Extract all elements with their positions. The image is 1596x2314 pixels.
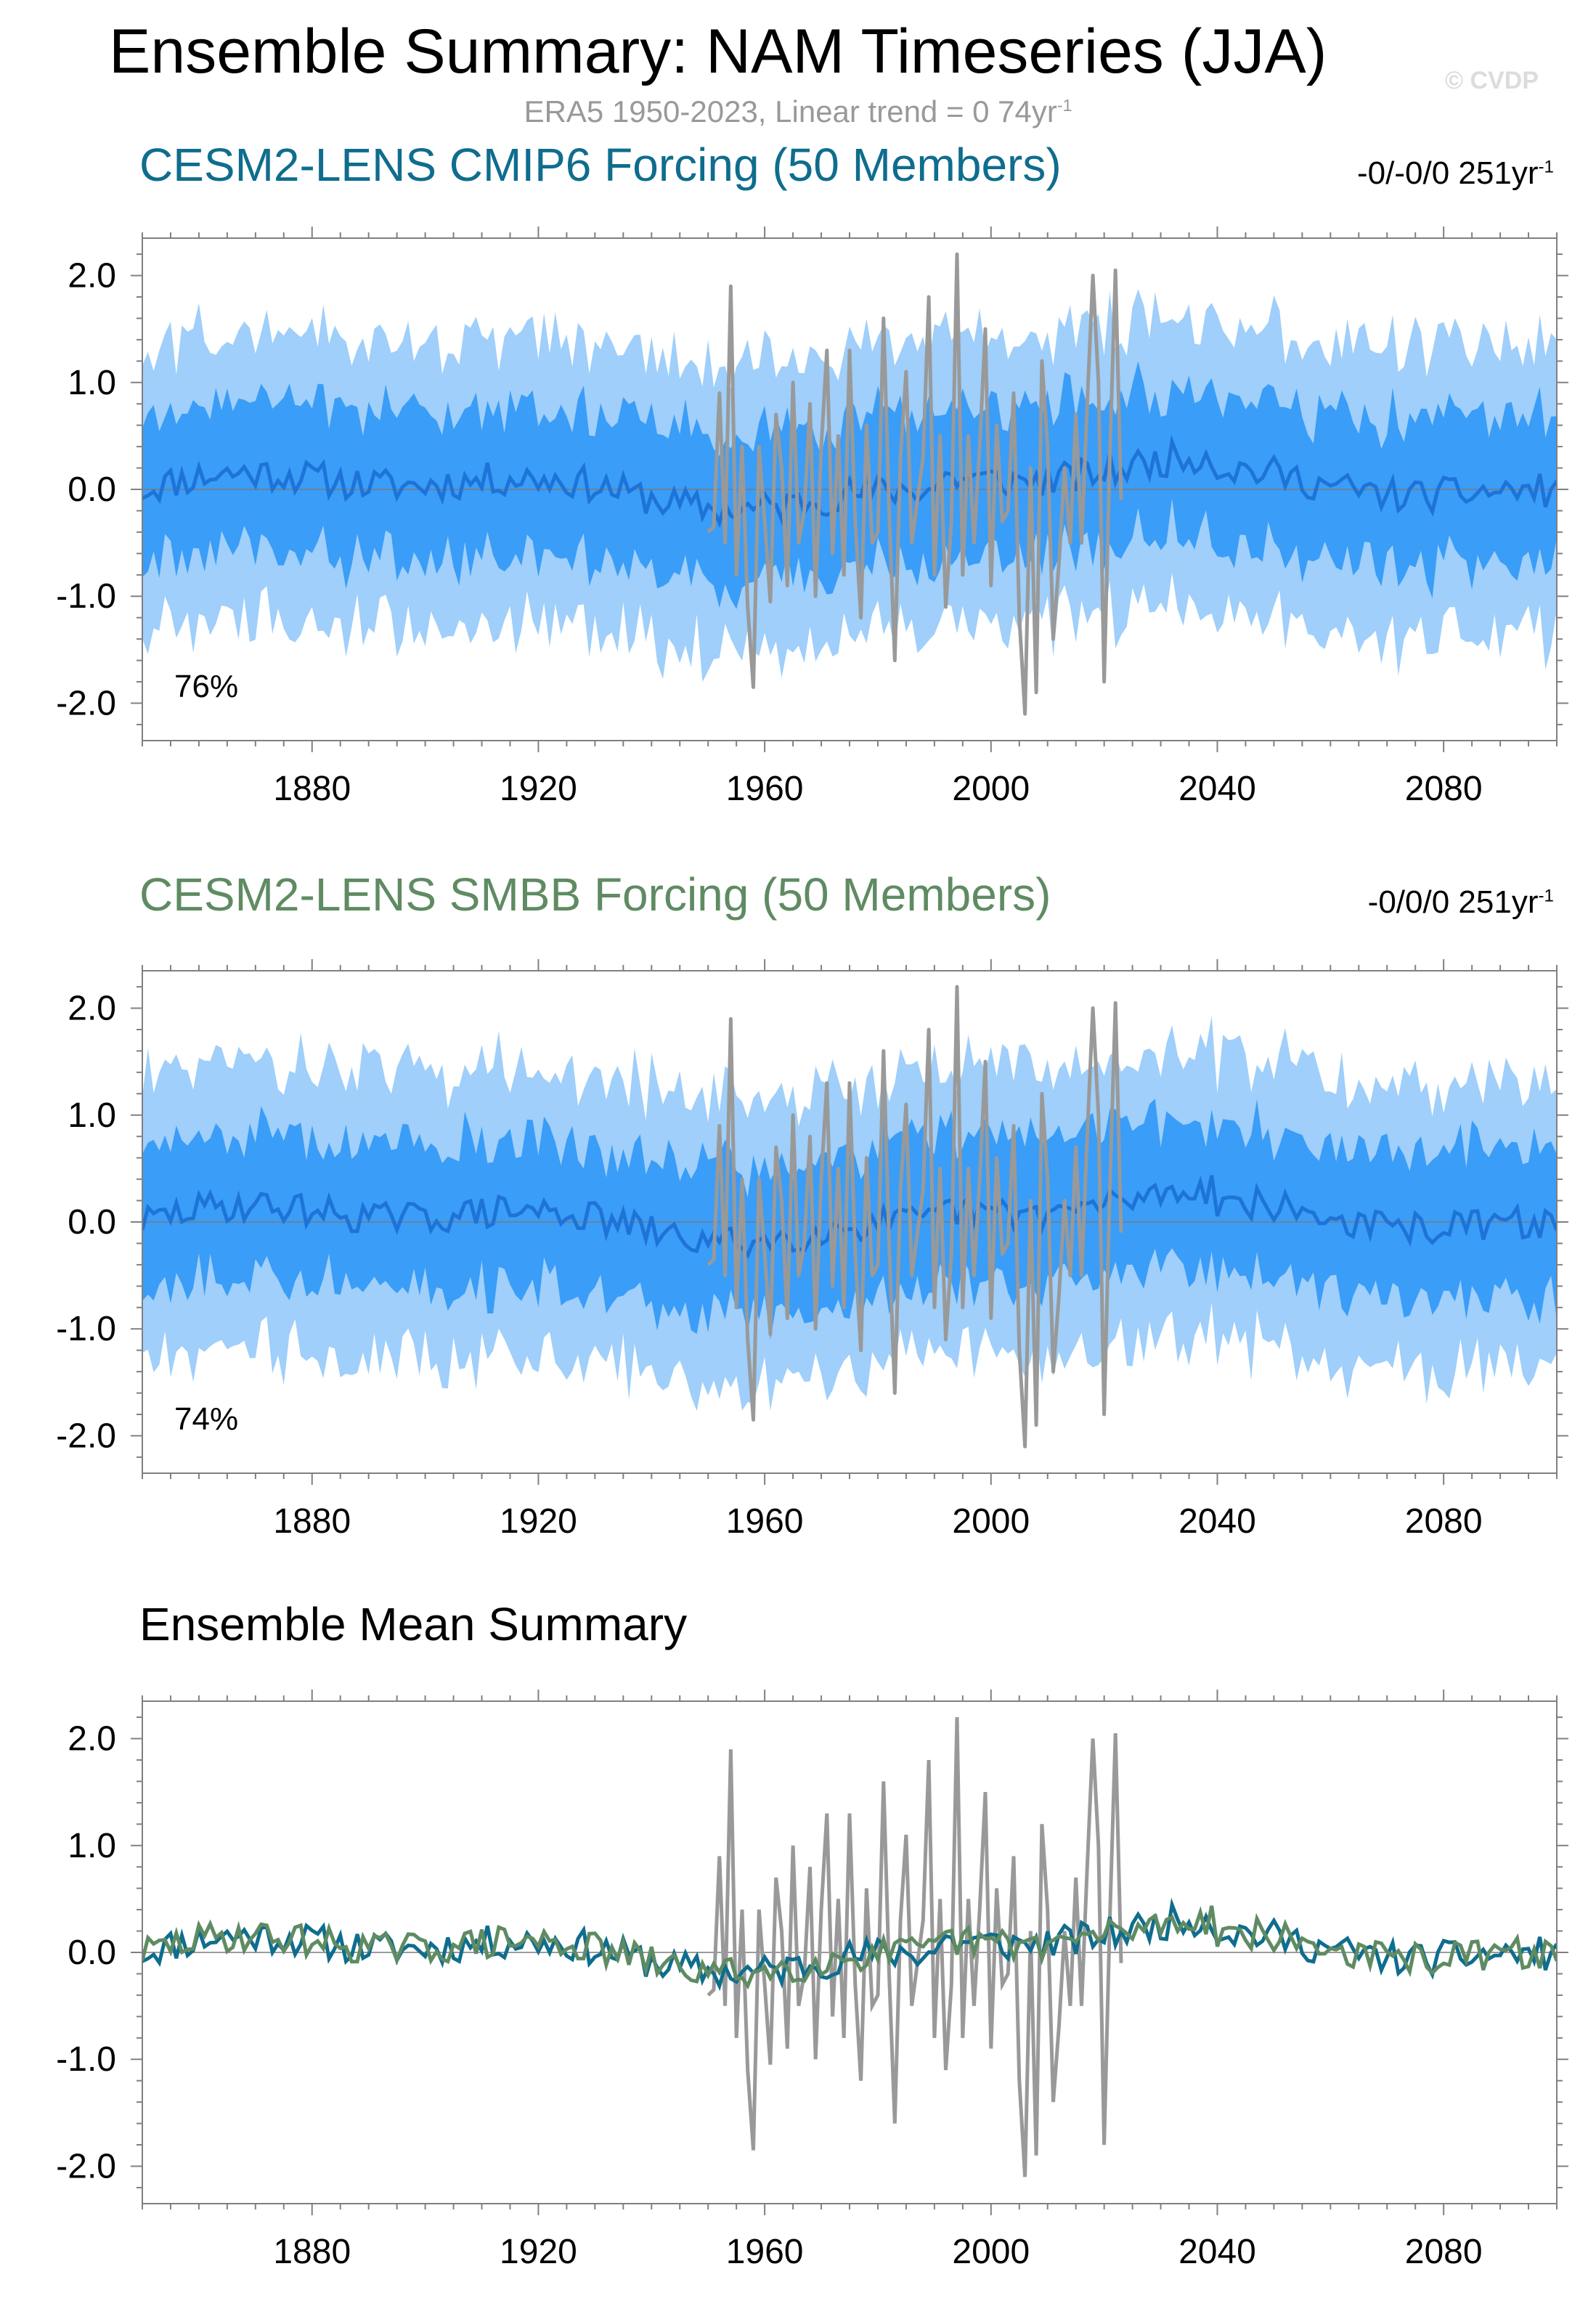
observed-line [707,252,1123,716]
ensemble-mean-line [142,434,1557,529]
watermark: © CVDP [1445,67,1539,94]
x-tick-label: 1880 [273,770,351,808]
x-tick-label: 2080 [1405,2233,1483,2271]
page-title: Ensemble Summary: NAM Timeseries (JJA) [109,17,1327,86]
percent-label: 74% [174,1401,238,1437]
panel2-plot-area [142,985,1557,1449]
panel1-plot-area [142,252,1557,716]
smbb-mean-line [142,1905,1557,1990]
x-tick-label: 2080 [1405,770,1483,808]
panel1-title: CESM2-LENS CMIP6 Forcing (50 Members) [139,139,1062,191]
observations-subtitle-sup: -1 [1056,96,1072,115]
y-tick-label: -1.0 [56,577,116,616]
x-tick-label: 1960 [726,1502,804,1541]
panel2-title: CESM2-LENS SMBB Forcing (50 Members) [139,868,1051,921]
panel1-trend-text: -0/-0/0 251yr [1357,155,1539,191]
x-tick-label: 1920 [500,770,577,808]
x-tick-label: 2080 [1405,1502,1483,1541]
x-tick-label: 2000 [952,770,1030,808]
x-tick-label: 2040 [1178,770,1256,808]
y-tick-label: 2.0 [68,990,116,1028]
x-tick-label: 1960 [726,2233,804,2271]
y-tick-label: 0.0 [68,1203,116,1242]
y-tick-label: 2.0 [68,257,116,296]
y-tick-label: 2.0 [68,1720,116,1759]
panel2-trend: -0/0/0 251yr-1 [1368,884,1554,921]
x-tick-label: 2040 [1178,1502,1256,1541]
panel2-plot: 74% 1880 1920 1960 2000 2040 2080 2.0 1.0 0.0 -1.0… [56,959,1568,1541]
panel3-plot: 1880 1920 1960 2000 2040 2080 2.0 1.0 0.0 -1.0 -2.… [56,1690,1568,2271]
x-tick-label: 2000 [952,2233,1030,2271]
observations-subtitle-text: ERA5 1950-2023, Linear trend = 0 74yr [524,94,1057,129]
y-tick-label: -2.0 [56,2147,116,2185]
y-tick-label: -2.0 [56,684,116,722]
cmip6-mean-line [142,1897,1557,1992]
panel2-trend-sup: -1 [1538,886,1554,906]
x-tick-label: 1880 [273,2233,351,2271]
observations-subtitle: ERA5 1950-2023, Linear trend = 0 74yr-1 [0,94,1596,129]
x-tick-label: 1920 [500,2233,577,2271]
x-tick-label: 2000 [952,1502,1030,1541]
y-tick-label: 1.0 [68,1827,116,1865]
panel3-plot-area [142,1717,1557,2177]
ensemble-mean-line [142,1175,1557,1260]
observed-line [707,985,1123,1449]
y-tick-label: 0.0 [68,1934,116,1972]
y-tick-label: 1.0 [68,1096,116,1135]
y-tick-label: 0.0 [68,470,116,509]
panel2-trend-text: -0/0/0 251yr [1367,884,1539,920]
y-tick-label: -1.0 [56,1310,116,1348]
x-tick-label: 1960 [726,770,804,808]
panel3-title: Ensemble Mean Summary [139,1598,688,1650]
percent-label: 76% [174,669,238,704]
panel1-plot: 76% 1880 1920 1960 2000 2040 2080 2.0 1.0 0.0 -1.0… [56,227,1568,808]
panel1-trend-sup: -1 [1538,157,1554,177]
x-tick-label: 1920 [500,1502,577,1541]
x-tick-label: 2040 [1178,2233,1256,2271]
y-tick-label: -1.0 [56,2040,116,2079]
x-tick-label: 1880 [273,1502,351,1541]
panel1-trend: -0/-0/0 251yr-1 [1357,155,1554,192]
y-tick-label: 1.0 [68,364,116,402]
y-tick-label: -2.0 [56,1417,116,1455]
inner-range-band [142,1099,1557,1340]
observed-line [707,1717,1123,2177]
